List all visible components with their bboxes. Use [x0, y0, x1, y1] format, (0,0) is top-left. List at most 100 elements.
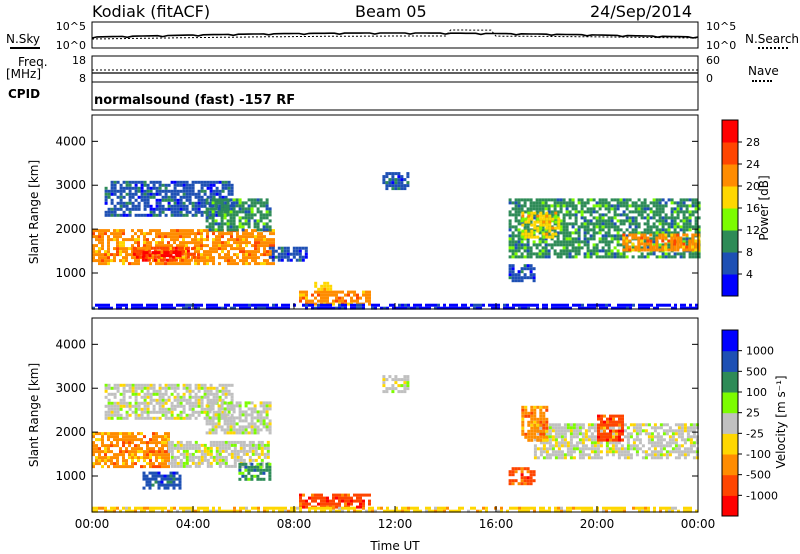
power-cell	[694, 207, 698, 211]
velocity-cell	[560, 456, 564, 460]
power-cell	[188, 198, 192, 202]
velocity-cell	[140, 447, 143, 451]
velocity-cell	[107, 383, 111, 387]
velocity-cell	[194, 449, 198, 453]
power-cell	[625, 234, 629, 238]
velocity-cell	[542, 414, 546, 418]
velocity-cell	[665, 453, 669, 457]
power-cell	[229, 213, 233, 217]
velocity-cell	[677, 432, 681, 436]
velocity-cell	[656, 450, 660, 454]
velocity-cell	[134, 435, 137, 439]
power-cell	[643, 207, 647, 211]
velocity-cell	[107, 438, 110, 442]
power-cell	[667, 225, 671, 229]
power-cell	[616, 198, 620, 202]
velocity-cell	[226, 431, 230, 435]
velocity-cell	[581, 438, 585, 442]
power-cell	[643, 228, 647, 232]
velocity-cell	[232, 419, 236, 423]
power-cell	[134, 232, 137, 236]
power-cell	[107, 247, 110, 251]
velocity-cell	[119, 450, 122, 454]
power-cell	[217, 201, 221, 205]
velocity-cell	[695, 435, 699, 439]
velocity-cell	[323, 509, 326, 513]
velocity-cell	[110, 506, 113, 510]
power-cell	[265, 225, 269, 229]
velocity-cell	[692, 432, 696, 436]
power-cell	[326, 284, 330, 288]
power-cell	[263, 253, 266, 257]
power-cell	[239, 241, 242, 245]
power-cell	[137, 238, 140, 242]
velocity-cell	[154, 471, 158, 475]
power-cell	[155, 180, 159, 184]
velocity-cell	[695, 423, 699, 427]
power-cell	[406, 172, 410, 176]
velocity-cell	[677, 450, 681, 454]
power-cell	[251, 256, 254, 260]
velocity-cell	[170, 401, 174, 405]
power-cell	[683, 303, 686, 307]
power-cell	[212, 247, 215, 251]
power-cell	[241, 216, 245, 220]
power-cell	[158, 189, 162, 193]
velocity-cell	[606, 423, 609, 427]
power-cell	[556, 198, 560, 202]
power-cell	[385, 181, 389, 185]
velocity-cell	[158, 462, 161, 466]
power-cell	[302, 303, 305, 307]
velocity-cell	[650, 435, 654, 439]
velocity-cell	[113, 438, 116, 442]
velocity-cell	[247, 425, 251, 429]
velocity-cell	[101, 438, 104, 442]
velocity-cell	[593, 456, 597, 460]
velocity-cell	[233, 452, 237, 456]
velocity-cell	[632, 441, 636, 445]
power-cell	[682, 240, 686, 244]
power-cell	[143, 238, 146, 242]
power-cell	[526, 240, 530, 244]
power-cell	[335, 299, 338, 303]
velocity-cell	[110, 435, 113, 439]
power-cell	[191, 201, 195, 205]
power-cell	[553, 234, 557, 238]
power-cell	[586, 219, 590, 223]
velocity-cell	[116, 462, 119, 466]
velocity-cell	[671, 450, 675, 454]
power-cell	[697, 231, 701, 235]
velocity-cell	[152, 404, 156, 408]
velocity-cell	[551, 438, 555, 442]
power-cell	[185, 232, 188, 236]
power-cell	[545, 306, 548, 310]
power-cell	[521, 214, 525, 218]
power-cell	[221, 180, 225, 184]
power-cell	[98, 235, 101, 239]
power-cell	[592, 216, 596, 220]
power-cell	[191, 247, 194, 251]
power-cell	[640, 236, 644, 240]
power-cell	[595, 249, 599, 253]
velocity-cell	[632, 426, 636, 430]
velocity-cell	[394, 375, 398, 379]
velocity-cell	[232, 428, 236, 432]
velocity-cell	[247, 477, 251, 481]
power-cell	[514, 225, 518, 229]
power-cell	[541, 204, 545, 208]
power-cell	[203, 238, 206, 242]
power-cell	[131, 186, 135, 190]
power-cell	[548, 229, 552, 233]
velocity-cell	[403, 378, 407, 382]
power-cell	[589, 213, 593, 217]
velocity-cell	[110, 386, 114, 390]
velocity-cell	[233, 509, 236, 513]
velocity-cell	[539, 429, 543, 433]
velocity-cell	[242, 452, 246, 456]
velocity-cell	[299, 493, 302, 497]
power-cell	[119, 195, 123, 199]
power-cell	[125, 186, 129, 190]
power-cell	[295, 252, 299, 256]
velocity-cell	[238, 404, 242, 408]
power-cell	[526, 198, 530, 202]
